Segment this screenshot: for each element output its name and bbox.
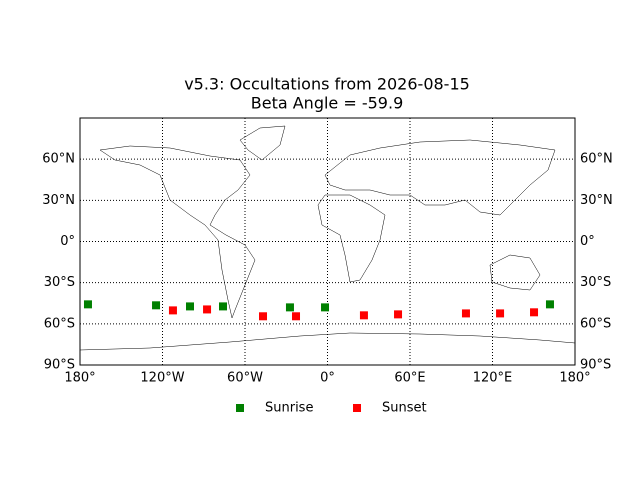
x-tick-label: 180° [64, 371, 95, 386]
marker [83, 300, 92, 309]
legend-label: Sunset [382, 401, 427, 416]
y-tick-label: 60°N [42, 152, 75, 167]
legend-swatch [236, 404, 244, 412]
marker [359, 311, 368, 320]
x-tick-label: 180° [559, 371, 590, 386]
coastlines [79, 125, 576, 351]
marker [394, 310, 403, 319]
x-tick-label: 120°W [140, 371, 184, 386]
legend-swatch [353, 404, 361, 412]
x-tick-label: 120°E [473, 371, 513, 386]
marker [461, 309, 470, 318]
marker [285, 303, 294, 312]
marker [321, 303, 330, 312]
y-tick-label-right: 90°S [580, 358, 611, 373]
y-tick-label-right: 0° [580, 234, 595, 249]
chart-title: v5.3: Occultations from 2026-08-15 [184, 75, 470, 94]
marker [219, 302, 227, 311]
y-tick-label-right: 30°S [580, 275, 611, 290]
marker [152, 301, 161, 310]
x-tick-label: 0° [320, 371, 335, 386]
marker [186, 302, 194, 311]
y-tick-label-right: 60°N [580, 152, 613, 167]
y-tick-label: 30°N [42, 193, 75, 208]
marker [259, 312, 268, 321]
marker [203, 305, 212, 314]
x-tick-label: 60°W [227, 371, 263, 386]
marker [530, 308, 539, 317]
y-tick-label-right: 60°S [580, 316, 611, 331]
y-tick-label: 90°S [44, 358, 75, 373]
y-tick-label: 30°S [44, 275, 75, 290]
legend-label: Sunrise [265, 401, 313, 416]
marker [168, 306, 177, 315]
marker [496, 309, 505, 318]
y-tick-label: 60°S [44, 316, 75, 331]
marker [545, 300, 554, 309]
chart-subtitle: Beta Angle = -59.9 [251, 94, 404, 113]
y-tick-label: 0° [60, 234, 75, 249]
marker [292, 312, 301, 321]
y-tick-label-right: 30°N [580, 193, 613, 208]
x-tick-label: 60°E [394, 371, 425, 386]
